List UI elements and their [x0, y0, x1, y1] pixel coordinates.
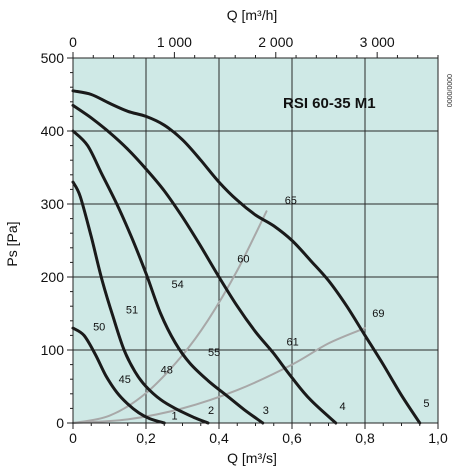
- y-axis-title: Ps [Pa]: [4, 221, 20, 266]
- curve-label: 65: [285, 195, 297, 207]
- x2-axis-title: Q [m³/h]: [227, 7, 278, 23]
- curve-label: 2: [208, 405, 214, 417]
- x-tick-label: 1,0: [428, 430, 448, 446]
- curve-label: 55: [208, 347, 220, 359]
- x2-tick-label: 3 000: [360, 34, 395, 50]
- x-tick-label: 0,8: [355, 430, 375, 446]
- y-tick-label: 400: [41, 123, 65, 139]
- curve-label: 48: [161, 364, 173, 376]
- curve-label: 69: [372, 308, 384, 320]
- fan-curves: [71, 89, 422, 425]
- fan-curve-4: [71, 103, 338, 425]
- curve-label: 3: [263, 405, 269, 417]
- curve-label: 5: [423, 398, 429, 410]
- fan-curve-2: [71, 180, 210, 425]
- chart-title: RSI 60-35 M1: [283, 95, 376, 112]
- curve-label: 61: [287, 337, 299, 349]
- reference-code: 0000/0000: [445, 74, 452, 107]
- curve-label: 1: [172, 410, 178, 422]
- curve-label: 50: [93, 321, 105, 333]
- x-tick-label: 0,2: [136, 430, 156, 446]
- x-axis-title: Q [m³/s]: [227, 450, 277, 466]
- x-tick-label: 0,4: [209, 430, 229, 446]
- curve-label: 60: [237, 253, 249, 265]
- fan-curve-1: [71, 326, 166, 425]
- curve-label: 51: [126, 305, 138, 317]
- x2-tick-label: 2 000: [258, 34, 293, 50]
- x2-tick-label: 1 000: [157, 34, 192, 50]
- system-curve: [72, 327, 366, 424]
- curve-label: 4: [339, 401, 345, 413]
- y-tick-label: 500: [41, 50, 65, 66]
- x-tick-label: 0: [69, 430, 77, 446]
- y-tick-label: 100: [41, 342, 65, 358]
- fan-curve-3: [71, 129, 265, 425]
- y-tick-label: 200: [41, 269, 65, 285]
- curve-label: 45: [119, 374, 131, 386]
- x-tick-label: 0,6: [282, 430, 302, 446]
- curve-label: 54: [172, 279, 184, 291]
- y-tick-label: 0: [56, 415, 64, 431]
- y-tick-label: 300: [41, 196, 65, 212]
- x2-tick-label: 0: [69, 34, 77, 50]
- grid: [72, 57, 439, 424]
- fan-curve-5: [71, 89, 422, 425]
